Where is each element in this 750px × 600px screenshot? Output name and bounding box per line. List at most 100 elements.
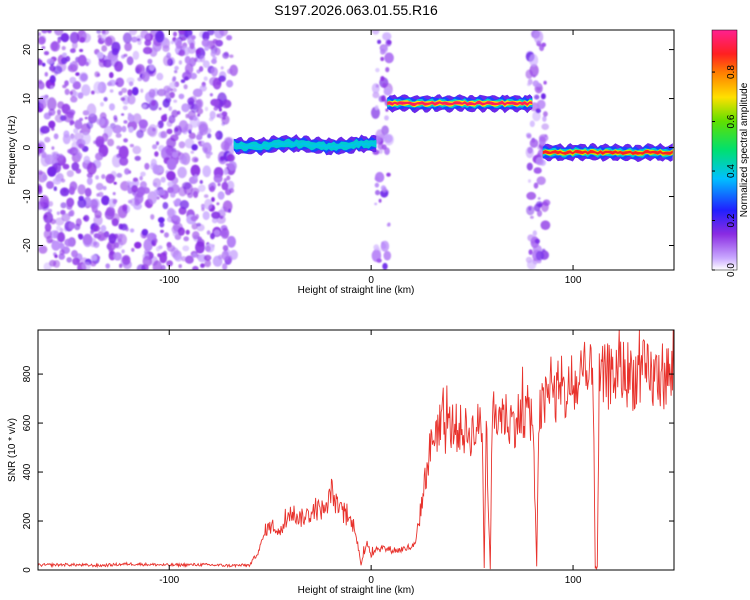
noise-blob	[533, 30, 544, 44]
noise-blob	[385, 108, 389, 112]
noise-blob	[71, 250, 78, 258]
noise-blob	[221, 115, 230, 125]
noise-blob	[178, 49, 186, 57]
noise-blob	[229, 54, 234, 58]
noise-blob	[47, 166, 57, 177]
signal-band-layer	[542, 149, 673, 155]
noise-blob	[156, 124, 160, 128]
noise-blob	[532, 230, 537, 237]
noise-blob	[77, 92, 84, 99]
noise-blob	[121, 254, 131, 266]
noise-blob	[172, 87, 177, 93]
noise-blob	[75, 72, 80, 76]
noise-blob	[142, 46, 153, 55]
noise-blob	[198, 184, 206, 192]
y-tick-label: -10	[22, 189, 33, 204]
noise-blob	[185, 255, 194, 264]
noise-blob	[89, 199, 99, 209]
colorbar-tick-label: 0.6	[726, 114, 737, 128]
noise-blob	[51, 240, 61, 251]
noise-blob	[526, 162, 533, 171]
noise-blob	[72, 81, 82, 90]
noise-blob	[150, 214, 155, 220]
noise-blob	[48, 201, 54, 207]
noise-blob	[99, 233, 108, 241]
noise-blob	[117, 233, 127, 246]
noise-blob	[181, 256, 187, 262]
noise-blob	[56, 211, 60, 215]
spectrogram-x-ticks: -100 0 100	[159, 30, 582, 286]
noise-blob	[226, 153, 235, 162]
noise-blob	[44, 72, 48, 77]
noise-blob	[105, 206, 116, 217]
noise-blob	[164, 232, 169, 238]
noise-blob	[204, 198, 213, 210]
noise-blob	[208, 184, 212, 187]
noise-blob	[73, 91, 79, 97]
noise-blob	[380, 56, 385, 62]
noise-blob	[97, 34, 102, 39]
noise-blob	[543, 111, 548, 117]
noise-blob	[384, 52, 394, 64]
noise-blob	[167, 207, 175, 219]
noise-blob	[372, 91, 380, 99]
noise-blob	[374, 202, 378, 206]
noise-blob	[52, 151, 60, 159]
noise-blob	[116, 173, 123, 178]
noise-blob	[107, 138, 115, 147]
noise-blob	[226, 79, 234, 88]
noise-blob	[192, 231, 200, 240]
noise-blob	[117, 205, 128, 219]
noise-blob	[190, 150, 195, 154]
noise-blob	[182, 182, 191, 190]
noise-blob	[210, 67, 218, 77]
noise-blob	[226, 175, 231, 181]
noise-blob	[222, 245, 229, 251]
noise-blob	[69, 31, 80, 44]
noise-blob	[53, 186, 57, 191]
noise-blob	[66, 111, 75, 119]
noise-blob	[533, 203, 541, 212]
snr-x-axis-label: Height of straight line (km)	[298, 585, 415, 596]
noise-blob	[112, 124, 123, 134]
noise-blob	[64, 88, 70, 96]
noise-blob	[47, 208, 53, 213]
noise-blob	[202, 142, 212, 155]
noise-blob	[54, 30, 64, 36]
noise-blob	[93, 241, 98, 246]
noise-blob	[222, 52, 230, 59]
colorbar-ticks: 0.0 0.2 0.4 0.6 0.8	[712, 65, 737, 277]
noise-blob	[219, 30, 228, 37]
noise-blob	[183, 84, 188, 90]
noise-blob	[173, 99, 178, 103]
noise-blob	[81, 132, 91, 145]
noise-blob	[79, 36, 86, 43]
noise-blob	[383, 87, 392, 96]
noise-blob	[196, 222, 201, 227]
noise-blob	[202, 60, 210, 68]
noise-blob	[47, 30, 52, 34]
noise-blob	[170, 40, 174, 45]
noise-blob	[152, 144, 158, 150]
noise-blob	[386, 223, 390, 227]
noise-blob	[95, 175, 99, 180]
noise-blob	[174, 65, 179, 71]
noise-blob	[218, 75, 226, 82]
noise-blob	[215, 132, 219, 138]
noise-blob	[61, 213, 71, 222]
noise-blob	[190, 72, 197, 80]
noise-blob	[149, 64, 155, 71]
noise-blob	[375, 189, 380, 196]
noise-blob	[137, 77, 143, 82]
noise-blob	[74, 119, 83, 130]
snr-frame	[37, 329, 675, 571]
noise-blob	[202, 31, 210, 41]
noise-blob	[196, 107, 204, 115]
noise-blob	[132, 177, 139, 182]
noise-blob	[534, 238, 541, 244]
noise-blob	[131, 247, 135, 252]
y-tick-label: -20	[22, 238, 33, 253]
noise-blob	[190, 35, 196, 40]
noise-blob	[191, 222, 198, 230]
noise-blob	[203, 76, 208, 81]
